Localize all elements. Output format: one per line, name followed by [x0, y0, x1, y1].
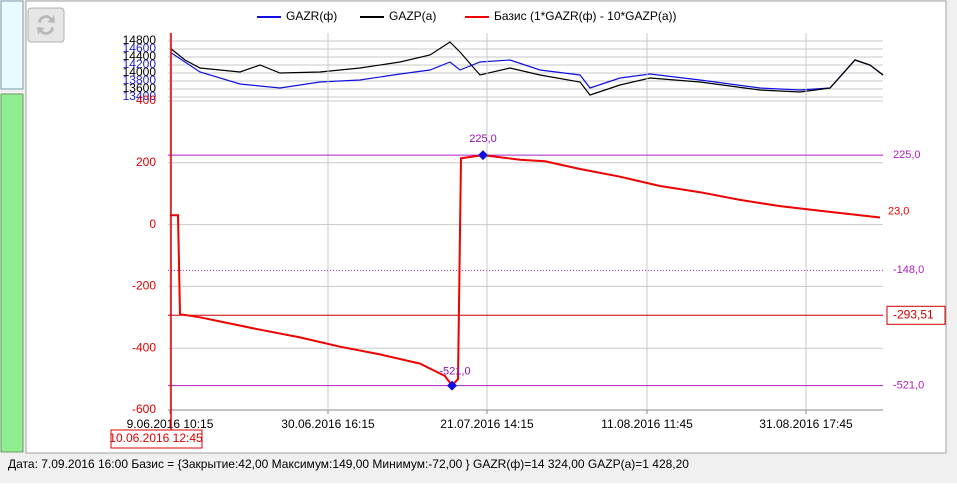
series-line [169, 41, 884, 96]
side-panel-bottom [0, 93, 24, 453]
x-tick-label: 11.08.2016 11:45 [601, 417, 693, 431]
x-tick-label: 9.06.2016 10:15 [127, 417, 214, 431]
marker-label: 225,0 [469, 133, 497, 145]
cursor-label: 10.06.2016 12:45 [109, 431, 203, 445]
cursor-label-box [110, 429, 203, 449]
chart-area [25, 0, 947, 454]
y-tick-label: -600 [132, 402, 156, 416]
y-tick-label: 13800 [123, 73, 157, 87]
status-bar [0, 454, 957, 483]
y-tick-label: 200 [136, 155, 156, 169]
refresh-button[interactable] [27, 7, 65, 43]
reference-label-box [886, 305, 946, 325]
series-line [170, 154, 881, 388]
marker [478, 150, 488, 161]
y-tick-label: 400 [136, 93, 156, 107]
end-label: 23,0 [888, 205, 909, 217]
y-tick-label: 14400 [123, 49, 157, 63]
marker-label: -521,0 [439, 365, 470, 377]
refresh-icon [37, 15, 55, 35]
legend-label: Базис (1*GAZR(ф) - 10*GAZP(a)) [494, 9, 677, 23]
reference-label: -521,0 [893, 379, 924, 391]
y-tick-label: 0 [149, 217, 156, 231]
x-tick-label: 21.07.2016 14:15 [440, 417, 534, 431]
reference-label: -293,51 [893, 307, 934, 321]
y-tick-label: 13600 [123, 81, 157, 95]
y-tick-label: 14600 [123, 41, 157, 55]
y-tick-label: 14800 [123, 33, 157, 47]
series-line [169, 51, 884, 91]
legend-label: GAZR(ф) [286, 9, 337, 23]
status-text: Дата: 7.09.2016 16:00 Базис = {Закрытие:… [8, 457, 689, 471]
y-tick-label: 14000 [123, 65, 157, 79]
legend-label: GAZP(a) [389, 9, 436, 23]
reference-label: -148,0 [893, 264, 924, 276]
y-tick-label: 14200 [123, 57, 157, 71]
x-tick-label: 30.06.2016 16:15 [281, 417, 375, 431]
marker [447, 380, 457, 391]
y-tick-label: 13400 [123, 89, 157, 103]
x-tick-label: 31.08.2016 17:45 [759, 417, 853, 431]
y-tick-label: -200 [132, 279, 156, 293]
side-panel-top [0, 0, 24, 90]
y-tick-label: -400 [132, 340, 156, 354]
reference-label: 225,0 [893, 149, 921, 161]
